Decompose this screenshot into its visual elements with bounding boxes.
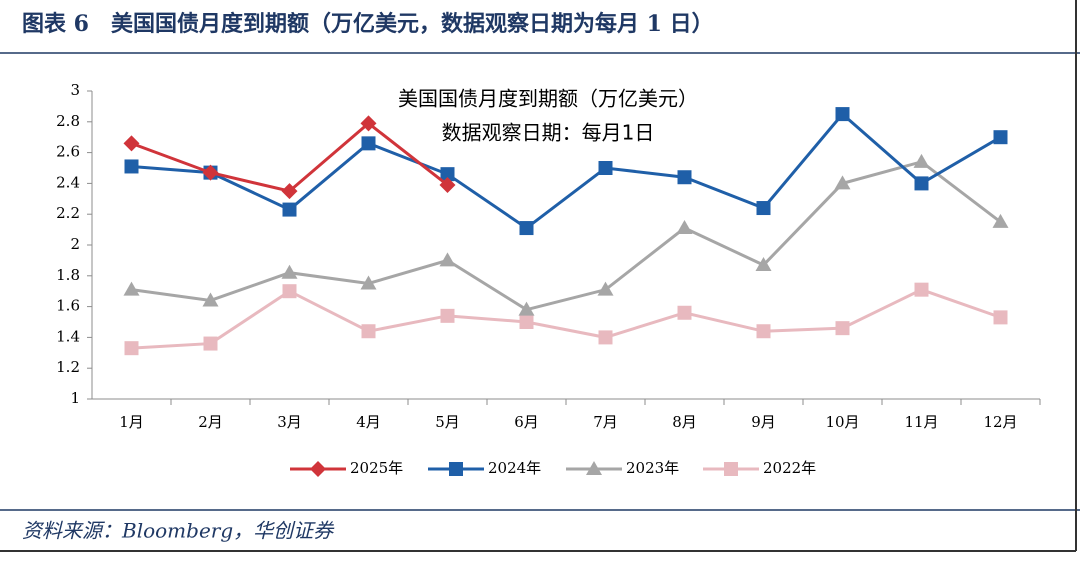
data-point	[360, 275, 377, 290]
legend-label: 2023年	[626, 459, 679, 477]
x-tick-label: 1月	[119, 413, 144, 431]
data-point	[124, 159, 139, 174]
legend-marker	[449, 462, 463, 476]
data-point	[913, 153, 930, 168]
y-tick-label: 1.2	[56, 358, 80, 376]
data-point	[519, 221, 534, 236]
x-tick-label: 10月	[825, 413, 859, 431]
series-line	[131, 111, 1002, 230]
x-tick-label: 12月	[983, 413, 1017, 431]
data-point	[282, 202, 297, 217]
legend-marker	[724, 462, 738, 476]
data-point	[993, 310, 1008, 325]
data-point	[756, 201, 771, 216]
data-point	[756, 324, 771, 339]
y-tick-label: 1.4	[56, 327, 80, 345]
source: 资料来源：Bloomberg，华创证券	[22, 519, 335, 543]
legend-label: 2024年	[488, 459, 541, 477]
series-line	[131, 160, 1002, 312]
y-tick-label: 3	[70, 81, 80, 99]
chart-title: 美国国债月度到期额（万亿美元）	[398, 87, 698, 111]
figure-title: 图表 6 美国国债月度到期额（万亿美元，数据观察日期为每月 1 日）	[22, 11, 714, 37]
data-point	[202, 164, 219, 181]
legend-label: 2025年	[350, 459, 403, 477]
data-point	[835, 107, 850, 122]
data-point	[518, 301, 535, 316]
data-point	[361, 324, 376, 339]
data-point	[124, 341, 139, 356]
x-tick-label: 5月	[435, 413, 460, 431]
y-tick-label: 1	[70, 389, 80, 407]
data-point	[440, 308, 455, 323]
data-point	[676, 220, 693, 235]
data-point	[439, 252, 456, 267]
data-point	[677, 305, 692, 320]
data-point	[282, 284, 297, 299]
data-point	[992, 213, 1009, 228]
data-point	[597, 281, 614, 296]
legend-label: 2022年	[763, 459, 816, 477]
y-tick-label: 2.6	[56, 143, 80, 161]
x-tick-label: 2月	[198, 413, 223, 431]
data-point	[281, 183, 298, 200]
data-point	[993, 130, 1008, 145]
x-tick-label: 6月	[514, 413, 539, 431]
data-point	[835, 321, 850, 336]
chart-subtitle: 数据观察日期：每月1日	[442, 121, 655, 145]
x-tick-label: 3月	[277, 413, 302, 431]
data-point	[361, 136, 376, 151]
data-point	[598, 161, 613, 175]
y-tick-label: 2	[70, 235, 80, 253]
data-point	[123, 135, 140, 152]
legend-marker	[310, 461, 326, 477]
x-tick-label: 8月	[672, 413, 697, 431]
y-tick-label: 2.4	[56, 173, 80, 191]
data-point	[914, 176, 929, 191]
data-point	[439, 176, 456, 193]
data-point	[202, 292, 219, 307]
data-point	[914, 282, 929, 297]
y-tick-label: 1.6	[56, 297, 80, 315]
x-tick-label: 11月	[904, 413, 938, 431]
legend-marker	[586, 461, 602, 475]
x-tick-label: 7月	[593, 413, 618, 431]
data-point	[834, 175, 851, 190]
data-point	[123, 281, 140, 296]
x-tick-label: 9月	[751, 413, 776, 431]
data-point	[440, 167, 455, 182]
data-point	[519, 315, 534, 329]
data-point	[677, 170, 692, 185]
data-point	[755, 257, 772, 272]
series-line	[131, 288, 1001, 350]
y-tick-label: 1.8	[56, 266, 80, 284]
x-tick-label: 4月	[356, 413, 381, 431]
data-point	[360, 115, 377, 132]
data-point	[281, 264, 298, 279]
y-tick-label: 2.8	[56, 112, 80, 130]
data-point	[203, 336, 218, 351]
data-point	[598, 330, 613, 345]
y-tick-label: 2.2	[56, 204, 80, 222]
